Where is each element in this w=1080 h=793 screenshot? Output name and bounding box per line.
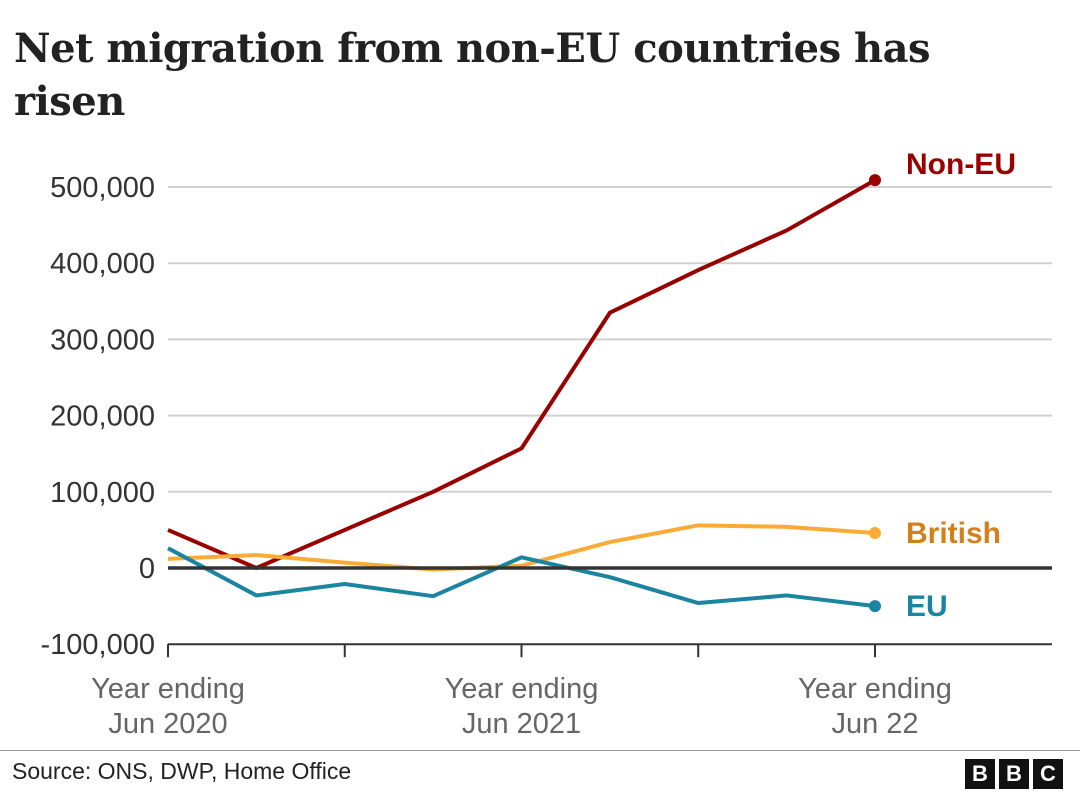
y-tick-label: 200,000	[50, 401, 155, 433]
bbc-logo-c: C	[1033, 759, 1063, 789]
y-tick-label: 0	[139, 553, 155, 585]
series-label: British	[906, 517, 1001, 550]
series-label: EU	[906, 590, 948, 623]
y-tick-label: 100,000	[50, 477, 155, 509]
y-tick-label: 300,000	[50, 324, 155, 356]
source-note: Source: ONS, DWP, Home Office	[12, 758, 352, 784]
line-chart: -100,000 0 100,000 200,000 300,000 400,000 500…	[41, 148, 1052, 740]
y-tick-label: 400,000	[50, 248, 155, 280]
bbc-logo: B B C	[965, 759, 1063, 789]
bbc-logo-b2: B	[999, 759, 1029, 789]
series-end-point	[869, 600, 881, 613]
y-tick-label: 500,000	[50, 172, 155, 204]
series-end-point	[869, 526, 881, 539]
y-tick-label: -100,000	[41, 629, 156, 661]
x-tick-label: Year ending	[445, 673, 599, 705]
x-tick-label: Year ending	[91, 673, 245, 705]
x-tick-label: Jun 22	[831, 708, 918, 740]
series-line-eu	[167, 546, 876, 609]
series-label: Non-EU	[906, 148, 1016, 181]
series-line-british	[167, 523, 876, 572]
bbc-logo-b1: B	[965, 759, 995, 789]
footer-divider	[0, 750, 1080, 751]
x-tick-label: Jun 2020	[108, 708, 227, 740]
chart-title: Net migration from non-EU countries has …	[14, 25, 931, 125]
series-line-non-eu	[167, 178, 876, 570]
x-tick-label: Year ending	[798, 673, 952, 705]
x-tick-label: Jun 2021	[462, 708, 581, 740]
series-end-point	[869, 174, 881, 187]
